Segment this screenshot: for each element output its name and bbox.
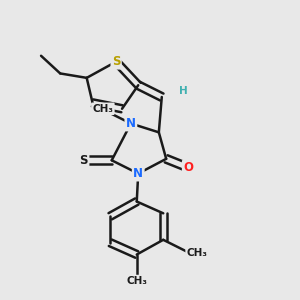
Text: CH₃: CH₃ — [187, 248, 208, 258]
Text: S: S — [112, 55, 120, 68]
Text: CH₃: CH₃ — [92, 104, 113, 114]
Text: H: H — [179, 86, 188, 96]
Text: S: S — [80, 154, 88, 167]
Text: CH₃: CH₃ — [126, 276, 147, 286]
Text: N: N — [126, 117, 136, 130]
Text: O: O — [183, 161, 193, 174]
Text: N: N — [133, 167, 143, 180]
